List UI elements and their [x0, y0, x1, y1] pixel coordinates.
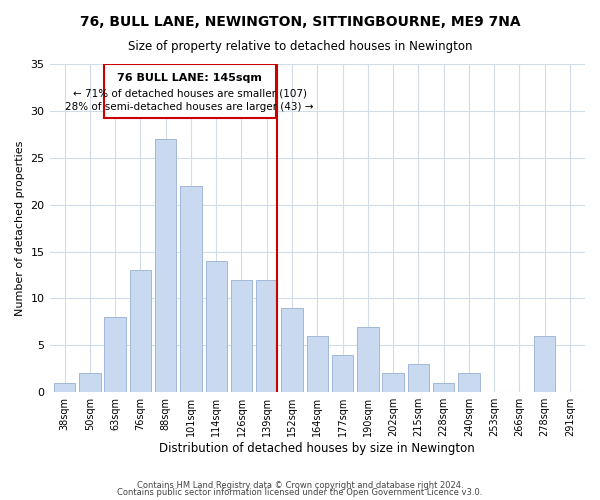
Bar — [79, 374, 101, 392]
Bar — [357, 326, 379, 392]
Bar — [332, 354, 353, 392]
X-axis label: Distribution of detached houses by size in Newington: Distribution of detached houses by size … — [160, 442, 475, 455]
FancyBboxPatch shape — [104, 64, 275, 118]
Bar — [307, 336, 328, 392]
Text: 76, BULL LANE, NEWINGTON, SITTINGBOURNE, ME9 7NA: 76, BULL LANE, NEWINGTON, SITTINGBOURNE,… — [80, 15, 520, 29]
Bar — [458, 374, 479, 392]
Bar — [206, 261, 227, 392]
Bar — [54, 383, 76, 392]
Text: Contains HM Land Registry data © Crown copyright and database right 2024.: Contains HM Land Registry data © Crown c… — [137, 480, 463, 490]
Bar — [534, 336, 556, 392]
Text: 76 BULL LANE: 145sqm: 76 BULL LANE: 145sqm — [117, 74, 262, 84]
Bar — [155, 139, 176, 392]
Bar — [256, 280, 277, 392]
Bar — [407, 364, 429, 392]
Text: Contains public sector information licensed under the Open Government Licence v3: Contains public sector information licen… — [118, 488, 482, 497]
Bar — [130, 270, 151, 392]
Text: 28% of semi-detached houses are larger (43) →: 28% of semi-detached houses are larger (… — [65, 102, 314, 113]
Bar — [433, 383, 454, 392]
Text: ← 71% of detached houses are smaller (107): ← 71% of detached houses are smaller (10… — [73, 88, 307, 99]
Bar — [180, 186, 202, 392]
Bar — [104, 317, 126, 392]
Bar — [382, 374, 404, 392]
Text: Size of property relative to detached houses in Newington: Size of property relative to detached ho… — [128, 40, 472, 53]
Bar — [281, 308, 303, 392]
Y-axis label: Number of detached properties: Number of detached properties — [15, 140, 25, 316]
Bar — [231, 280, 252, 392]
